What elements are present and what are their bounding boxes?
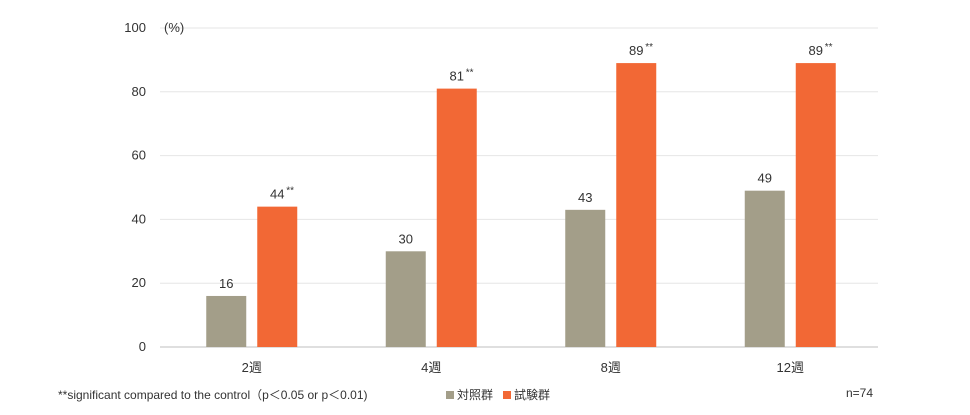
bar-test (436, 88, 477, 348)
y-axis-unit-label: (%) (164, 20, 184, 35)
y-tick-label: 20 (132, 275, 146, 290)
data-label: 89 (809, 43, 823, 58)
y-axis-ticks: 0 20 40 60 80 100 (124, 20, 146, 354)
legend-swatch-control (446, 390, 454, 399)
legend-item-test: 試験群 (503, 386, 550, 403)
x-tick-label: 12週 (777, 360, 804, 375)
significance-mark: ** (466, 68, 474, 79)
data-label: 30 (399, 231, 413, 246)
data-label: 44 (270, 187, 284, 202)
bar-test (795, 63, 836, 348)
bars (206, 63, 836, 348)
y-tick-label: 80 (132, 84, 146, 99)
data-label: 16 (219, 276, 233, 291)
legend-item-control: 対照群 (446, 386, 493, 403)
significance-mark: ** (286, 186, 294, 197)
data-label: 89 (629, 43, 643, 58)
significance-footnote: **significant compared to the control（p＜… (58, 388, 368, 402)
y-tick-label: 40 (132, 211, 146, 226)
legend-label-test: 試験群 (514, 388, 551, 402)
data-label: 49 (758, 171, 772, 186)
y-tick-label: 100 (124, 20, 146, 35)
x-tick-label: 2週 (242, 360, 262, 375)
bar-control (744, 190, 785, 347)
bar-test (257, 206, 298, 347)
data-label: 81 (450, 69, 464, 84)
sample-size-label: n=74 (846, 386, 874, 400)
x-tick-label: 8週 (601, 360, 621, 375)
x-tick-label: 4週 (421, 360, 441, 375)
legend: 対照群 試験群 (446, 386, 550, 403)
bar-control (206, 295, 247, 347)
y-tick-label: 0 (139, 339, 146, 354)
bar-test (616, 63, 657, 348)
bar-control (565, 209, 606, 347)
bar-control (385, 251, 426, 347)
significance-mark: ** (645, 42, 653, 53)
data-label: 43 (578, 190, 592, 205)
y-tick-label: 60 (132, 148, 146, 163)
significance-mark: ** (825, 42, 833, 53)
legend-label-control: 対照群 (457, 388, 494, 402)
legend-swatch-test (503, 390, 512, 399)
x-axis-ticks: 2週 4週 8週 12週 (242, 360, 804, 375)
